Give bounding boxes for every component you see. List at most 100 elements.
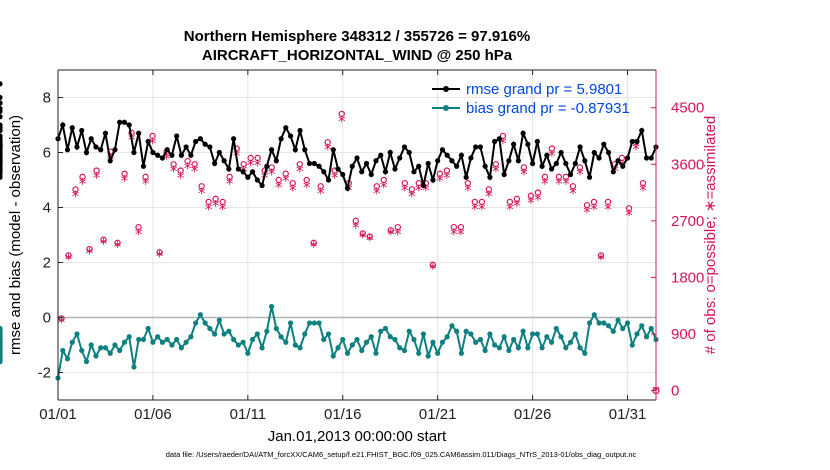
- bias-point: [249, 336, 256, 343]
- y-tick-label: 0: [43, 310, 51, 327]
- obs-possible-point: [65, 252, 72, 259]
- bias-point: [473, 339, 479, 345]
- rmse-point: [458, 152, 465, 158]
- rmse-point: [629, 138, 635, 145]
- rmse-point: [596, 155, 602, 161]
- bias-point: [193, 320, 199, 326]
- obs-assimilated-point: *: [436, 172, 444, 190]
- rmse-point: [615, 158, 621, 164]
- obs-possible-point: [310, 239, 317, 247]
- obs-assimilated-point: *: [471, 200, 479, 218]
- bias-point: [140, 336, 147, 343]
- bias-point: [359, 347, 365, 354]
- bias-point: [0, 347, 3, 354]
- rmse-point: [591, 149, 597, 156]
- obs-assimilated-point: *: [443, 169, 451, 187]
- rmse-point: [511, 141, 517, 147]
- rmse-point: [264, 163, 270, 169]
- bias-point: [88, 342, 94, 348]
- bias-point: [212, 331, 218, 337]
- bias-point: [231, 336, 237, 343]
- rmse-point: [373, 158, 379, 164]
- chart-title-line-2: AIRCRAFT_HORIZONTAL_WIND @ 250 hPa: [202, 47, 513, 64]
- bias-point: [506, 347, 512, 354]
- obs-possible-point: [576, 164, 584, 171]
- bias-point: [79, 347, 85, 354]
- obs-assimilated-point: *: [268, 166, 276, 184]
- obs-possible-point: [282, 170, 289, 177]
- rmse-point: [425, 160, 431, 167]
- bias-point: [221, 331, 227, 337]
- obs-assimilated-point: *: [86, 244, 94, 262]
- obs-possible-point: [408, 186, 416, 193]
- bias-point: [164, 336, 170, 343]
- obs-assimilated-point: *: [226, 175, 234, 193]
- bias-point: [596, 320, 602, 326]
- bias-point: [273, 325, 279, 332]
- rmse-point: [64, 147, 71, 153]
- legend-entry-1: bias grand pr = -0.87931: [466, 100, 630, 117]
- bias-point: [492, 342, 498, 348]
- obs-assimilated-point: *: [583, 203, 591, 221]
- y-tick-label: 4: [43, 200, 51, 217]
- rmse-point: [183, 144, 189, 150]
- rmse-point: [0, 127, 3, 134]
- rmse-point: [558, 149, 564, 156]
- obs-assimilated-point: *: [541, 175, 549, 193]
- rmse-point: [178, 152, 184, 158]
- obs-assimilated-point: *: [296, 163, 304, 181]
- obs-assimilated-point: *: [513, 197, 521, 215]
- rmse-point: [188, 152, 194, 158]
- bias-point: [83, 358, 90, 365]
- rmse-point: [278, 136, 284, 142]
- rmse-point: [221, 158, 227, 164]
- rmse-point: [207, 144, 213, 150]
- obs-assimilated-point: *: [310, 238, 318, 256]
- bias-point: [615, 317, 621, 323]
- obs-possible-point: [366, 233, 373, 240]
- rmse-point: [553, 160, 559, 167]
- obs-assimilated-point: *: [198, 185, 206, 203]
- obs-possible-point: [254, 154, 261, 162]
- obs-possible-point: [499, 132, 507, 140]
- x-tick-label: 01/06: [134, 406, 172, 423]
- obs-assimilated-point: *: [338, 112, 346, 130]
- rmse-point: [534, 138, 540, 145]
- rmse-point: [145, 138, 151, 145]
- rmse-point: [506, 158, 512, 164]
- x-tick-label: 01/26: [514, 406, 552, 423]
- bias-point: [482, 347, 488, 354]
- rmse-point: [297, 127, 303, 134]
- y-tick-label: 2: [43, 255, 51, 272]
- rmse-point: [150, 149, 156, 156]
- rmse-point: [311, 160, 317, 167]
- rmse-point: [193, 138, 199, 145]
- obs-assimilated-point: *: [457, 225, 465, 243]
- obs-possible-point: [219, 198, 226, 206]
- bias-point: [639, 323, 645, 329]
- obs-assimilated-point: *: [205, 200, 213, 218]
- y-tick-label: 6: [43, 145, 51, 162]
- bias-point: [121, 339, 128, 345]
- obs-possible-point: [317, 183, 324, 190]
- bias-point: [264, 328, 270, 334]
- y2-tick-label: 0: [671, 383, 679, 400]
- obs-possible-point: [114, 239, 121, 247]
- rmse-point: [93, 144, 99, 150]
- obs-assimilated-point: *: [590, 200, 598, 218]
- bias-point: [245, 350, 251, 356]
- bias-point: [145, 325, 151, 332]
- rmse-point: [235, 166, 241, 172]
- obs-assimilated-point: *: [156, 247, 164, 265]
- bias-point: [586, 320, 593, 326]
- obs-possible-point: [177, 167, 184, 174]
- bias-point: [349, 342, 355, 348]
- rmse-point: [102, 130, 109, 136]
- rmse-point: [321, 169, 327, 175]
- rmse-point: [316, 163, 322, 169]
- rmse-point: [610, 169, 616, 175]
- rmse-point: [572, 160, 578, 167]
- rmse-point: [287, 133, 294, 139]
- obs-assimilated-point: *: [275, 178, 283, 196]
- obs-assimilated-point: *: [415, 181, 423, 199]
